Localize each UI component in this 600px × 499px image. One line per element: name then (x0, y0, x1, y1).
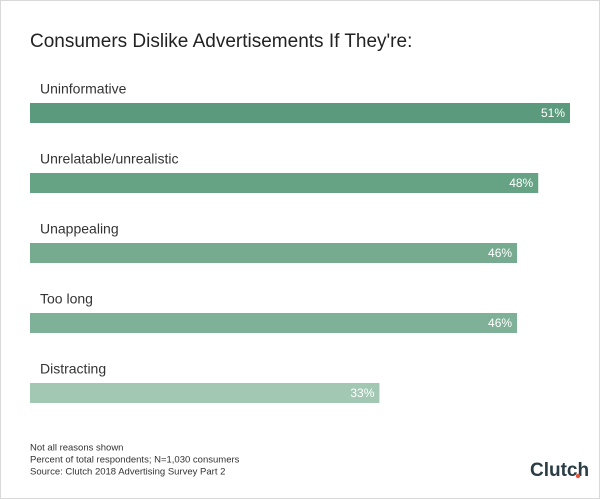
category-label: Unappealing (40, 221, 119, 237)
category-label: Uninformative (40, 81, 127, 97)
value-label: 46% (488, 246, 512, 260)
brand-logo: Clutch (530, 460, 589, 481)
chart-title: Consumers Dislike Advertisements If They… (30, 31, 412, 52)
brand-dot (575, 473, 581, 479)
bar (30, 173, 539, 193)
footnote: Source: Clutch 2018 Advertising Survey P… (30, 467, 225, 478)
category-label: Unrelatable/unrealistic (40, 151, 179, 167)
footnote: Percent of total respondents; N=1,030 co… (30, 455, 240, 466)
value-label: 48% (509, 176, 533, 190)
category-label: Too long (40, 291, 93, 307)
bar (30, 103, 570, 123)
value-label: 46% (488, 316, 512, 330)
bar (30, 243, 518, 263)
value-label: 33% (350, 386, 374, 400)
bar (30, 383, 380, 403)
footnote: Not all reasons shown (30, 443, 123, 454)
category-label: Distracting (40, 361, 106, 377)
value-label: 51% (541, 106, 565, 120)
bar (30, 313, 518, 333)
